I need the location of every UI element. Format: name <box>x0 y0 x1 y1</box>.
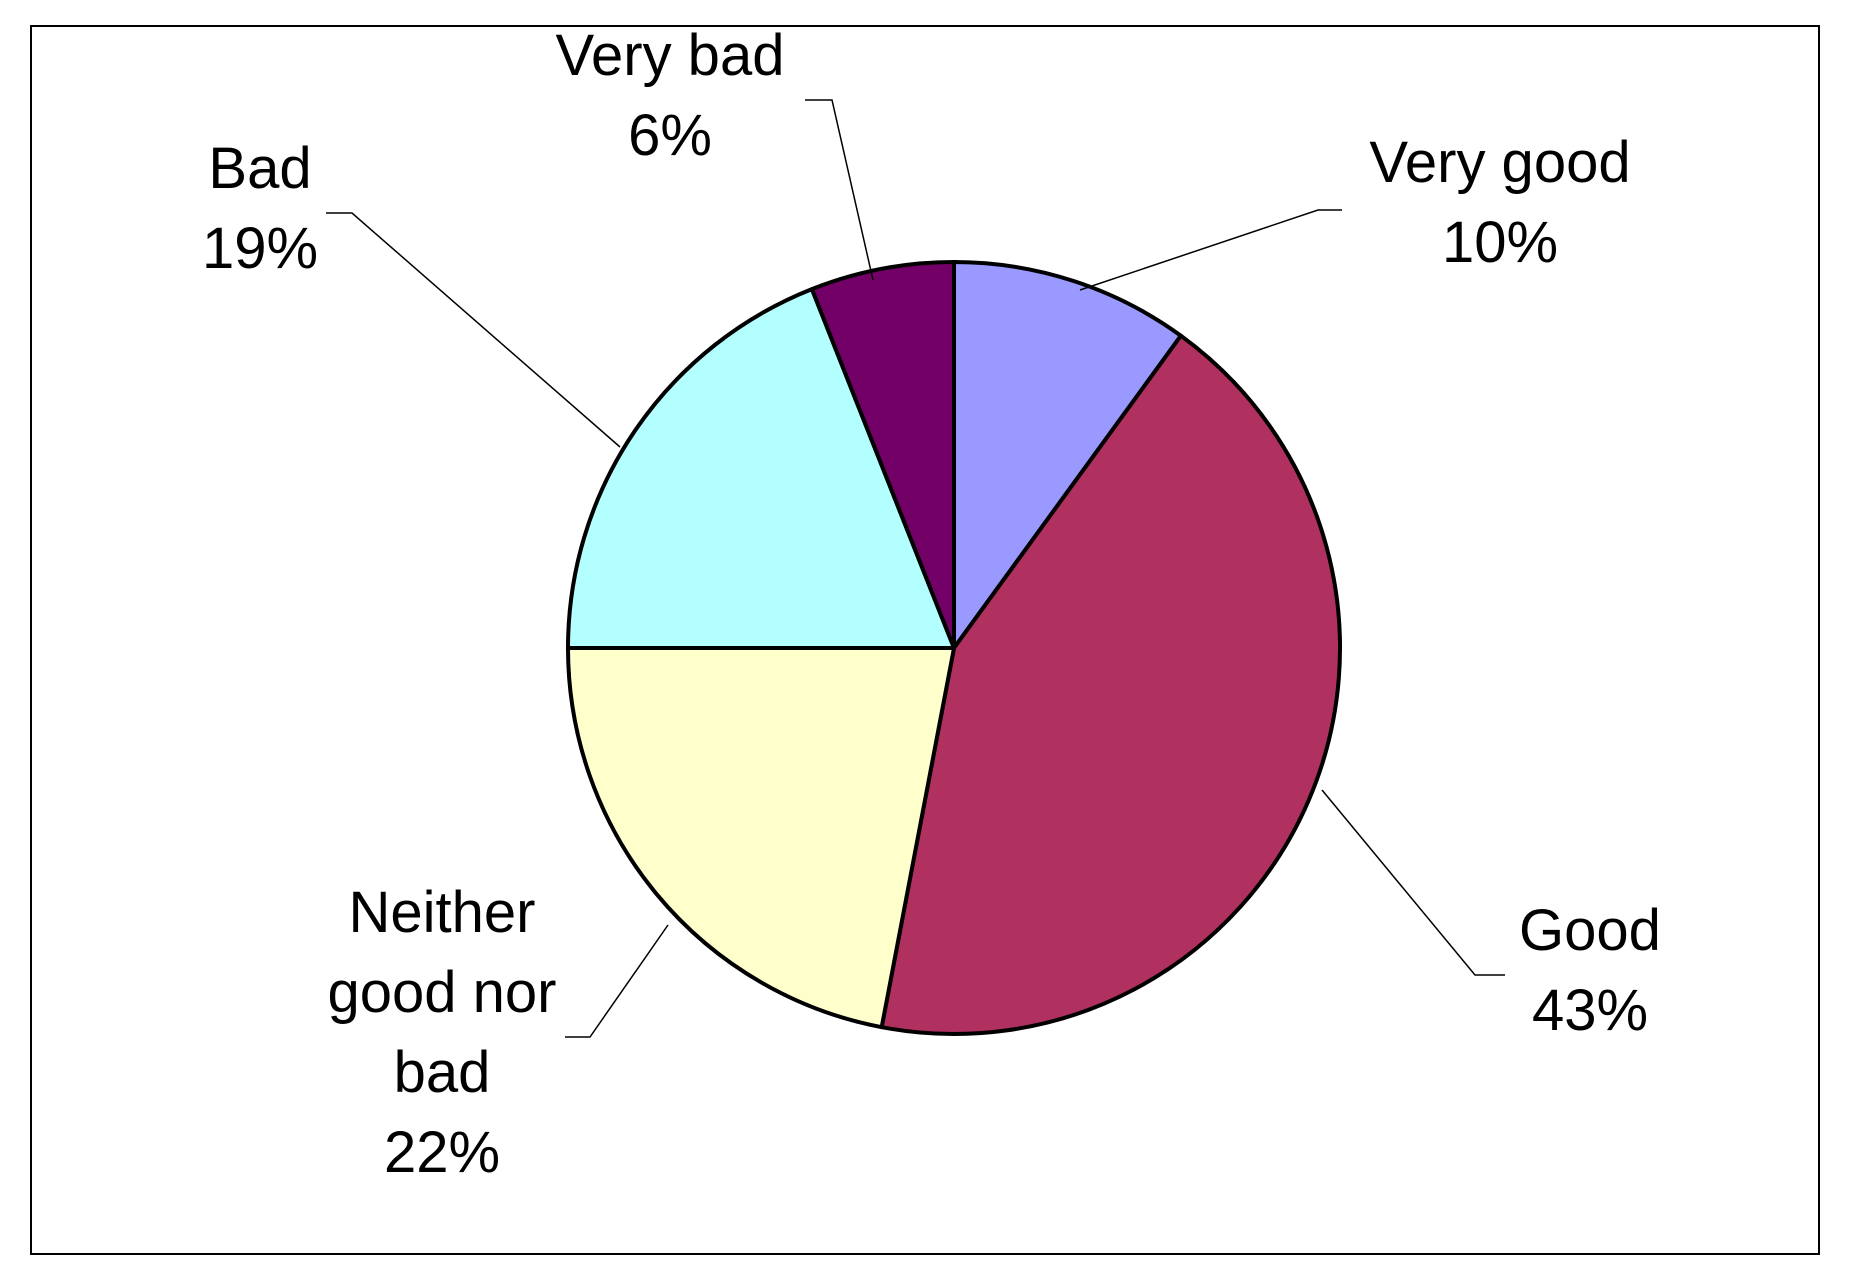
leader-line-bad <box>326 212 621 448</box>
data-label-line: 6% <box>628 103 712 168</box>
leader-line-good <box>1321 789 1505 976</box>
leaders-layer <box>326 99 1505 1038</box>
data-label-line: Very bad <box>556 23 785 88</box>
pie-slice-very-bad <box>809 260 956 650</box>
slices-layer <box>566 260 1342 1036</box>
data-label-line: good nor <box>328 960 557 1025</box>
data-label-line: 43% <box>1532 978 1648 1043</box>
data-label-line: bad <box>394 1040 491 1105</box>
data-label-line: 10% <box>1442 210 1558 275</box>
data-label-very-good: Very good 10% <box>1369 130 1630 275</box>
leader-line-very-good <box>1079 209 1342 291</box>
data-label-neither-good-nor-bad: Neither good nor bad 22% <box>328 880 557 1185</box>
leader-line-neither-good-nor-bad <box>565 924 669 1038</box>
leader-line-very-bad <box>805 99 874 281</box>
pie-slice-bad <box>566 287 956 650</box>
data-label-line: 19% <box>202 216 318 281</box>
data-label-bad: Bad 19% <box>202 136 318 281</box>
data-label-line: 22% <box>384 1120 500 1185</box>
data-label-line: Neither <box>349 880 536 945</box>
data-label-good: Good 43% <box>1519 898 1661 1043</box>
data-label-line: Very good <box>1369 130 1630 195</box>
pie-slice-good <box>879 333 1342 1036</box>
data-label-very-bad: Very bad 6% <box>556 23 785 168</box>
pie-slice-very-good <box>952 260 1183 650</box>
pie-slice-neither-good-nor-bad <box>566 646 956 1030</box>
data-label-line: Good <box>1519 898 1661 963</box>
data-label-line: Bad <box>208 136 311 201</box>
labels-layer: Very good 10% Good 43% Neither good nor bad 22%… <box>202 23 1661 1185</box>
